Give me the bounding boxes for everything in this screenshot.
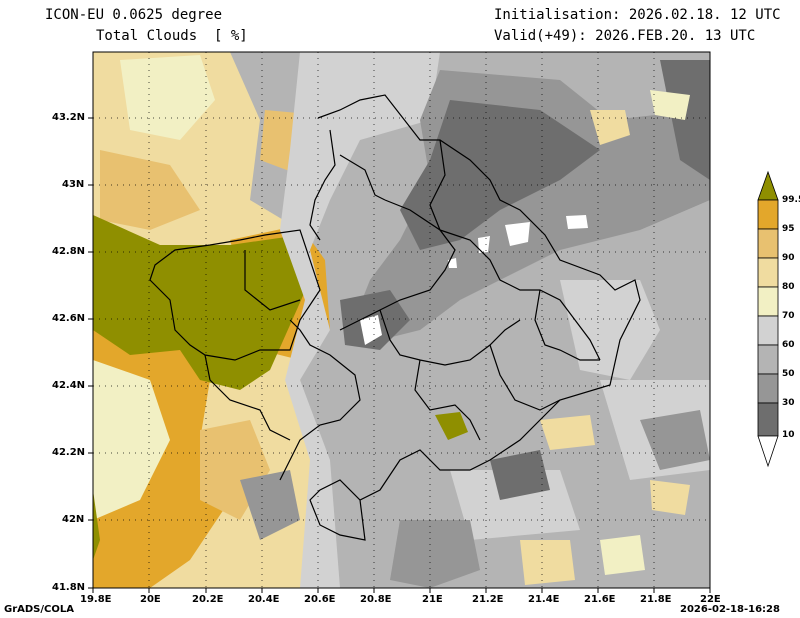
x-tick-label: 20.6E [304, 594, 336, 605]
colorbar-label: 95 [782, 224, 795, 234]
model-title: ICON-EU 0.0625 degree [45, 7, 223, 23]
colorbar-label: 30 [782, 398, 795, 408]
x-tick-label: 21E [422, 594, 443, 605]
valid-time: Valid(+49): 2026.FEB.20. 13 UTC [494, 28, 756, 44]
field-title: Total Clouds [ %] [96, 28, 248, 44]
y-tick-label: 43.2N [52, 112, 86, 123]
cloud-field [93, 52, 710, 588]
x-tick-label: 21.4E [528, 594, 560, 605]
colorbar-label: 60 [782, 340, 795, 350]
colorbar-label: 90 [782, 253, 795, 263]
colorbar-label: 10 [782, 430, 795, 440]
colorbar-label: 80 [782, 282, 795, 292]
x-tick-label: 22E [700, 594, 721, 605]
y-tick-label: 42.2N [52, 447, 86, 458]
x-tick-label: 20.8E [360, 594, 392, 605]
x-tick-label: 21.6E [584, 594, 616, 605]
colorbar-label: 99.5 [782, 195, 800, 205]
country-borders [149, 94, 641, 541]
init-time: Initialisation: 2026.02.18. 12 UTC [494, 7, 781, 23]
x-tick-label: 20E [140, 594, 161, 605]
colorbar-label: 70 [782, 311, 795, 321]
x-tick-label: 20.4E [248, 594, 280, 605]
x-tick-label: 21.2E [472, 594, 504, 605]
x-tick-label: 20.2E [192, 594, 224, 605]
y-tick-label: 43N [62, 179, 85, 190]
footer-timestamp: 2026-02-18-16:28 [680, 604, 780, 615]
x-tick-label: 19.8E [80, 594, 112, 605]
x-tick-label: 21.8E [640, 594, 672, 605]
y-tick-label: 41.8N [52, 582, 86, 593]
y-tick-label: 42.8N [52, 246, 86, 257]
colorbar [757, 170, 779, 468]
footer-credit: GrADS/COLA [4, 604, 74, 615]
colorbar-label: 50 [782, 369, 795, 379]
y-tick-label: 42.6N [52, 313, 86, 324]
map-frame [92, 51, 711, 589]
y-tick-label: 42.4N [52, 380, 86, 391]
y-tick-label: 42N [62, 514, 85, 525]
